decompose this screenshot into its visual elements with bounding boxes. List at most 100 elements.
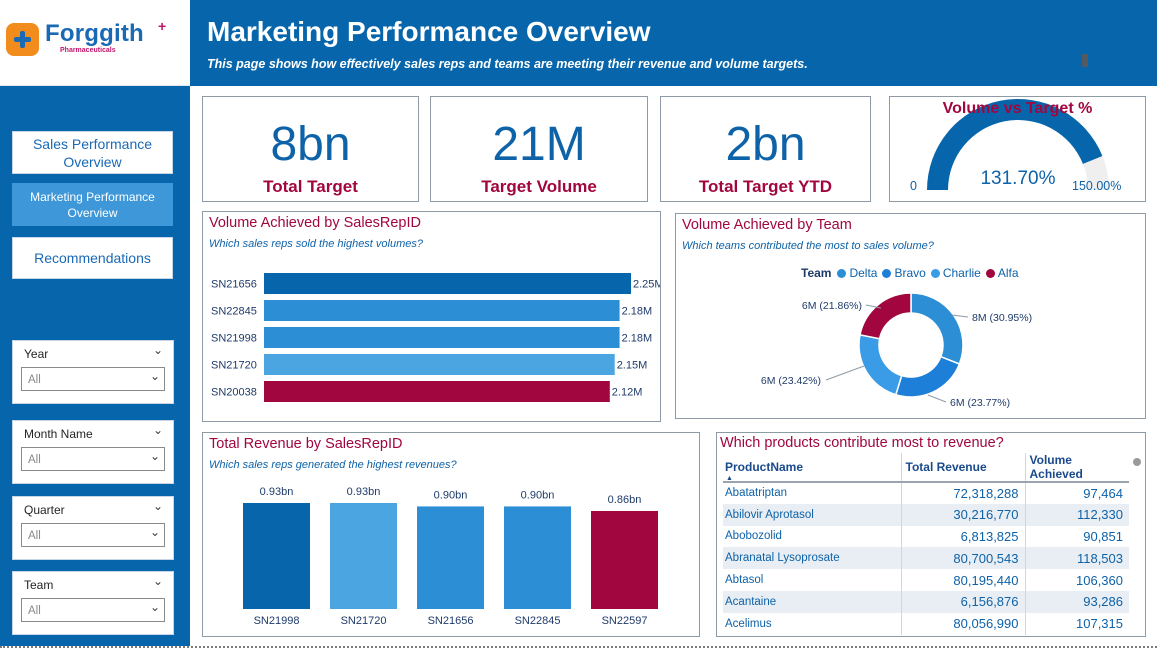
nav-marketing-performance-button[interactable]: Marketing Performance Overview <box>12 183 173 226</box>
bar-value-label: 0.90bn <box>521 489 555 501</box>
legend-label: Alfa <box>997 266 1019 280</box>
bar-sn22597[interactable] <box>591 510 658 609</box>
legend-item-alfa[interactable]: Alfa <box>985 266 1019 280</box>
donut-slice-bravo[interactable] <box>894 355 961 398</box>
donut-leader-line <box>927 394 947 403</box>
chart-subtitle: Which teams contributed the most to sale… <box>682 240 934 252</box>
chevron-down-icon[interactable]: ⌄ <box>152 423 163 437</box>
scrollbar-handle[interactable] <box>1133 458 1141 466</box>
bar-category-label: SN20038 <box>211 387 257 399</box>
legend-item-bravo[interactable]: Bravo <box>882 266 926 280</box>
donut-leader-line <box>865 304 882 309</box>
target-ytd-value: 2bn <box>725 118 806 171</box>
cell-volume-achieved: 93,286 <box>1024 590 1129 613</box>
chevron-down-icon[interactable]: ⌄ <box>149 449 160 463</box>
bar-sn21720[interactable] <box>330 503 397 609</box>
year-slicer-label: Year <box>24 347 49 361</box>
revenue-by-salesrep-card[interactable]: Total Revenue by SalesRepID Which sales … <box>202 432 700 637</box>
donut-slice-alfa[interactable] <box>859 292 912 340</box>
nav-recommendations-button[interactable]: Recommendations <box>12 237 173 279</box>
bar-value-label: 2.18M <box>622 306 653 318</box>
cell-total-revenue: 6,156,876 <box>900 590 1025 613</box>
quarter-dropdown-value: All <box>28 530 41 542</box>
table-row[interactable]: Abobozolid 6,813,825 90,851 <box>723 525 1129 548</box>
column-header-product[interactable]: ProductName <box>723 453 901 483</box>
table-row[interactable]: Abranatal Lysoprosate 80,700,543 118,503 <box>723 547 1129 570</box>
legend-item-charlie[interactable]: Charlie <box>930 266 981 280</box>
gauge-fill <box>927 99 1103 190</box>
bar-value-label: 2.15M <box>617 360 648 372</box>
donut-slice-label: 6M (23.77%) <box>950 397 1010 409</box>
donut-slice-delta[interactable] <box>910 292 964 365</box>
bar-category-label: SN21656 <box>428 615 474 627</box>
cell-product-name: Acelimus <box>725 617 772 630</box>
team-dropdown[interactable]: All ⌄ <box>21 598 165 622</box>
bar-value-label: 2.25M <box>633 279 660 291</box>
page-title: Marketing Performance Overview <box>207 16 651 47</box>
chevron-down-icon[interactable]: ⌄ <box>152 343 163 357</box>
legend-dot <box>882 268 892 278</box>
chevron-down-icon[interactable]: ⌄ <box>149 369 160 383</box>
chevron-down-icon[interactable]: ⌄ <box>152 499 163 513</box>
chevron-down-icon[interactable]: ⌄ <box>149 525 160 539</box>
gauge-min-label: 0 <box>910 179 917 193</box>
table-row[interactable]: Abatatriptan 72,318,288 97,464 <box>723 482 1129 504</box>
cell-total-revenue: 80,700,543 <box>900 547 1025 570</box>
bar-category-label: SN21998 <box>211 333 257 345</box>
chart-subtitle: Which sales reps generated the highest r… <box>209 459 457 471</box>
bar-value-label: 0.93bn <box>347 486 381 498</box>
cell-total-revenue: 80,056,990 <box>900 612 1025 635</box>
bar-category-label: SN22845 <box>515 615 561 627</box>
logo-cross-icon <box>6 23 39 56</box>
legend-title: Team <box>801 266 832 280</box>
team-slicer-label: Team <box>24 578 54 592</box>
quarter-dropdown[interactable]: All ⌄ <box>21 523 165 547</box>
logo-plus-icon: + <box>158 18 167 34</box>
page-subtitle: This page shows how effectively sales re… <box>207 57 808 71</box>
cell-total-revenue: 72,318,288 <box>900 482 1025 504</box>
chevron-down-icon[interactable]: ⌄ <box>149 600 160 614</box>
bar-category-label: SN22597 <box>602 615 648 627</box>
month-name-dropdown[interactable]: All ⌄ <box>21 447 165 471</box>
sort-ascending-icon[interactable]: ▲ <box>726 475 733 482</box>
cell-volume-achieved: 118,503 <box>1024 547 1129 570</box>
column-header-volume-achieved[interactable]: Volume Achieved <box>1024 453 1129 483</box>
bar-sn22845[interactable] <box>504 506 571 609</box>
team-legend: Team Delta Bravo Charlie Alfa <box>801 266 1024 280</box>
target-volume-card[interactable]: 21M Target Volume <box>430 96 648 202</box>
bar-sn21656[interactable] <box>417 506 484 609</box>
total-target-card[interactable]: 8bn Total Target <box>202 96 419 202</box>
donut-slice-label: 8M (30.95%) <box>972 312 1032 324</box>
volume-by-salesrep-card[interactable]: Volume Achieved by SalesRepID Which sale… <box>202 211 661 422</box>
volume-by-team-card[interactable]: Volume Achieved by Team Which teams cont… <box>675 213 1146 419</box>
chevron-down-icon[interactable]: ⌄ <box>152 574 163 588</box>
nav-sales-performance-button[interactable]: Sales Performance Overview <box>12 131 173 174</box>
legend-label: Charlie <box>942 266 981 280</box>
bottom-divider <box>0 646 1157 648</box>
legend-item-delta[interactable]: Delta <box>837 266 877 280</box>
volume-vs-target-gauge-card[interactable]: Volume vs Target % 0 131.70% 150.00% <box>889 96 1146 202</box>
total-target-label: Total Target <box>263 177 358 196</box>
legend-dot <box>985 268 995 278</box>
donut-slice-charlie[interactable] <box>858 333 903 396</box>
bar-sn21720[interactable] <box>264 354 615 375</box>
bar-sn21656[interactable] <box>264 273 631 294</box>
column-header-total-revenue[interactable]: Total Revenue <box>900 453 1025 483</box>
volume-bar-chart: SN21656 2.25M SN22845 2.18M SN21998 2.18M SN21… <box>211 273 660 402</box>
revenue-bar-chart: 0.93bn SN21998 0.93bn SN21720 0.90bn SN21656 0… <box>243 486 658 627</box>
target-ytd-card[interactable]: 2bn Total Target YTD <box>660 96 871 202</box>
table-row[interactable]: Acantaine 6,156,876 93,286 <box>723 590 1129 613</box>
table-row[interactable]: Abtasol 80,195,440 106,360 <box>723 569 1129 591</box>
cell-volume-achieved: 107,315 <box>1024 612 1129 635</box>
bar-sn22845[interactable] <box>264 300 620 321</box>
bar-sn21998[interactable] <box>243 503 310 609</box>
bar-sn20038[interactable] <box>264 381 610 402</box>
table-row[interactable]: Acelimus 80,056,990 107,315 <box>723 612 1129 635</box>
donut-slice-label: 6M (23.42%) <box>761 375 821 387</box>
gauge-chart <box>927 99 1109 190</box>
year-dropdown[interactable]: All ⌄ <box>21 367 165 391</box>
bar-sn21998[interactable] <box>264 327 620 348</box>
product-revenue-table-card[interactable]: Which products contribute most to revenu… <box>716 432 1146 637</box>
table-row[interactable]: Abilovir Aprotasol 30,216,770 112,330 <box>723 503 1129 526</box>
bar-category-label: SN21656 <box>211 279 257 291</box>
